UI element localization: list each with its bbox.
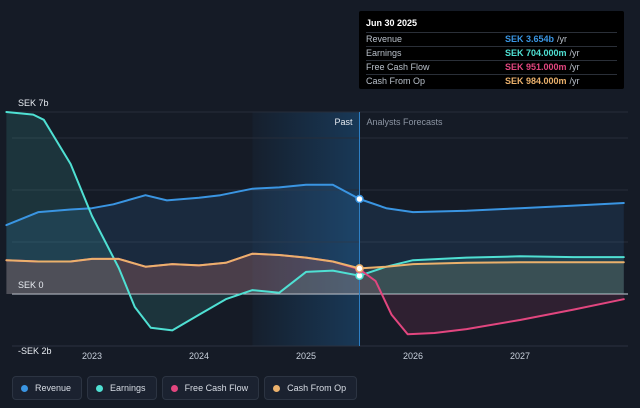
- legend-dot-icon: [96, 384, 104, 392]
- tooltip-row-free-cash-flow: Free Cash Flow SEK 951.000m /yr: [366, 60, 617, 74]
- tooltip-date: Jun 30 2025: [366, 18, 418, 28]
- legend-dot-icon: [273, 384, 281, 392]
- tooltip-row-cash-from-op: Cash From Op SEK 984.000m /yr: [366, 74, 617, 88]
- tooltip-label: Earnings: [366, 48, 402, 58]
- legend-label: Cash From Op: [287, 383, 347, 393]
- revenue-line: [5, 183, 625, 227]
- tooltip-unit: /yr: [569, 48, 580, 58]
- series-areas: [6, 112, 624, 335]
- hover-markers: [355, 194, 364, 280]
- earnings-area: [6, 112, 624, 331]
- tooltip: Jun 30 2025 Revenue SEK 3.654b /yr Earni…: [359, 11, 624, 89]
- revenue-area: [6, 184, 624, 294]
- legend-item-free-cash-flow[interactable]: Free Cash Flow: [161, 376, 260, 400]
- legend-dot-icon: [21, 384, 28, 392]
- tooltip-unit: /yr: [569, 62, 580, 72]
- x-tick-label: 2024: [189, 351, 209, 361]
- legend-dot-icon: [170, 384, 178, 392]
- cash-from-op-marker: [355, 264, 364, 273]
- free-cash-flow-area: [6, 253, 624, 335]
- legend-item-earnings[interactable]: Earnings: [87, 376, 157, 400]
- y-tick-label: SEK 0: [18, 280, 44, 290]
- legend-label: Free Cash Flow: [184, 383, 249, 393]
- legend: Revenue Earnings Free Cash Flow Cash Fro…: [12, 376, 358, 400]
- legend-label: Revenue: [35, 383, 72, 393]
- x-tick-label: 2026: [403, 351, 423, 361]
- tooltip-label: Cash From Op: [366, 76, 426, 86]
- series-lines: [5, 111, 625, 336]
- legend-item-cash-from-op[interactable]: Cash From Op: [264, 376, 358, 400]
- x-axis-labels: 2023 2024 2025 2026 2027: [82, 351, 530, 361]
- cash-from-op-line: [5, 252, 625, 270]
- tooltip-row-revenue: Revenue SEK 3.654b /yr: [366, 32, 617, 46]
- cash-from-op-area: [6, 253, 624, 294]
- earnings-line: [5, 111, 625, 332]
- tooltip-row-earnings: Earnings SEK 704.000m /yr: [366, 46, 617, 60]
- tooltip-label: Revenue: [366, 34, 403, 44]
- legend-item-revenue[interactable]: Revenue: [12, 376, 83, 400]
- highlight-band: [252, 112, 360, 346]
- past-label: Past: [334, 117, 353, 127]
- revenue-marker: [355, 194, 364, 204]
- y-tick-label: SEK 7b: [18, 98, 49, 108]
- grid-lines: [12, 111, 628, 347]
- tooltip-value: SEK 3.654b: [505, 34, 555, 44]
- x-tick-label: 2025: [296, 351, 316, 361]
- legend-label: Earnings: [110, 383, 146, 393]
- tooltip-value: SEK 984.000m: [505, 76, 567, 86]
- y-axis-labels: SEK 7b SEK 0 -SEK 2b: [18, 98, 52, 356]
- x-tick-label: 2023: [82, 351, 102, 361]
- tooltip-unit: /yr: [569, 76, 580, 86]
- y-tick-label: -SEK 2b: [18, 346, 52, 356]
- tooltip-label: Free Cash Flow: [366, 62, 430, 72]
- x-tick-label: 2027: [510, 351, 530, 361]
- tooltip-unit: /yr: [557, 34, 568, 44]
- forecast-label: Analysts Forecasts: [367, 117, 444, 127]
- tooltip-value: SEK 704.000m: [505, 48, 567, 58]
- tooltip-value: SEK 951.000m: [505, 62, 567, 72]
